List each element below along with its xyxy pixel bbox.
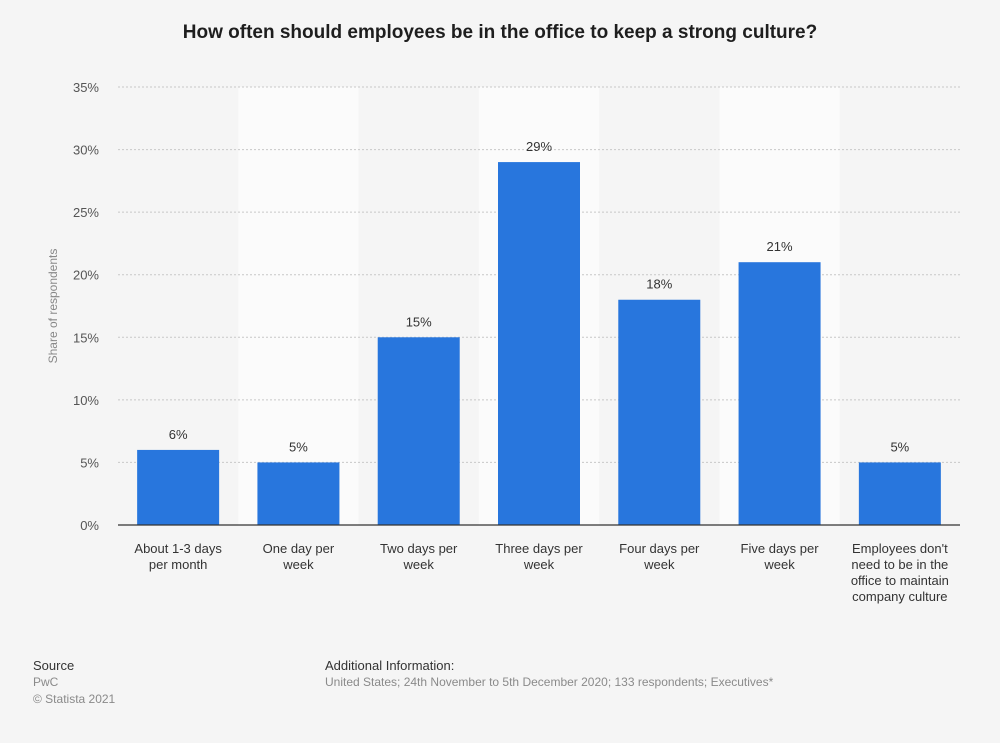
source-block: Source PwC © Statista 2021 — [33, 657, 115, 708]
y-tick-label: 5% — [80, 455, 99, 470]
additional-info-block: Additional Information: United States; 2… — [325, 657, 773, 691]
y-tick-label: 25% — [73, 205, 99, 220]
bar — [377, 337, 460, 525]
y-axis-label: Share of respondents — [46, 249, 60, 364]
data-label: 6% — [169, 427, 188, 442]
copyright-text[interactable]: © Statista 2021 — [33, 692, 116, 706]
x-tick-label: One day per week — [263, 541, 335, 572]
additional-info-heading: Additional Information: — [325, 658, 455, 673]
x-tick-label: About 1-3 days per month — [134, 541, 222, 572]
bar — [498, 162, 580, 526]
y-tick-label: 35% — [73, 80, 99, 95]
data-label: 18% — [646, 277, 672, 292]
bar-chart: 0% 5% 10% 15% 20% 25% 30% 35% Share of responden… — [46, 80, 960, 604]
y-tick-label: 20% — [73, 268, 99, 283]
x-tick-label: Five days per week — [741, 541, 820, 572]
y-tick-label: 30% — [73, 143, 99, 158]
bar — [137, 449, 220, 525]
source-name[interactable]: PwC — [33, 675, 59, 689]
y-tick-label: 0% — [80, 518, 99, 533]
y-tick-label: 10% — [73, 393, 99, 408]
x-tick-label: Two days per week — [380, 541, 458, 572]
x-tick-label: Employees don't need to be in the office t… — [851, 541, 949, 604]
chart-title: How often should employees be in the off… — [182, 22, 818, 43]
data-label: 5% — [289, 439, 308, 454]
bar — [738, 262, 821, 525]
column-band — [238, 87, 359, 525]
additional-info-text: United States; 24th November to 5th Dece… — [325, 675, 774, 689]
data-label: 29% — [526, 139, 552, 154]
bar — [257, 462, 340, 525]
source-heading: Source — [33, 658, 75, 673]
bar — [618, 299, 701, 525]
data-label: 15% — [406, 314, 432, 329]
y-tick-label: 15% — [73, 330, 99, 345]
x-tick-label: Four days per week — [619, 541, 700, 572]
data-label: 21% — [767, 239, 793, 254]
x-tick-label: Three days per week — [495, 541, 583, 572]
bar — [858, 462, 941, 525]
data-label: 5% — [890, 439, 909, 454]
